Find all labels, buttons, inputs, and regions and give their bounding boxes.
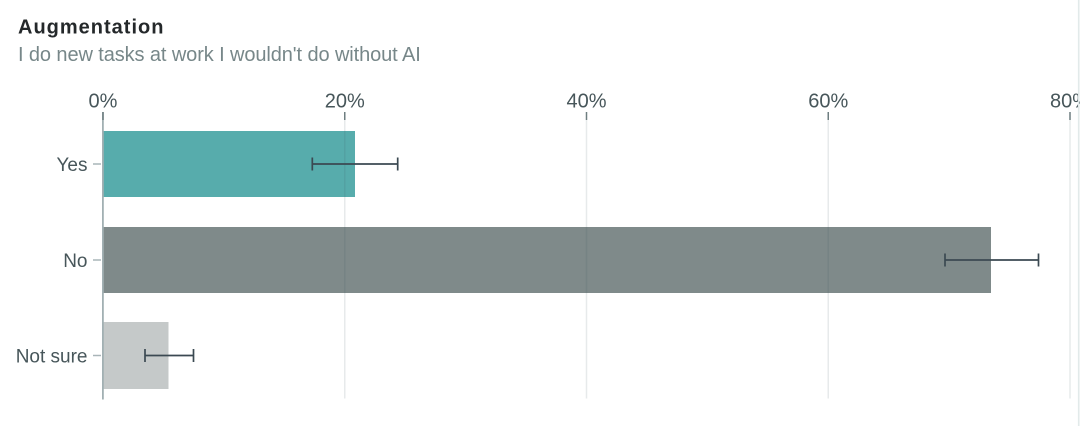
svg-text:60%: 60% bbox=[808, 91, 848, 113]
svg-text:Not sure: Not sure bbox=[16, 347, 88, 368]
svg-text:Augmentation: Augmentation bbox=[18, 17, 164, 39]
svg-text:40%: 40% bbox=[566, 91, 606, 113]
svg-text:I do new tasks at work I would: I do new tasks at work I wouldn't do wit… bbox=[18, 44, 421, 66]
svg-text:0%: 0% bbox=[89, 91, 118, 113]
svg-text:20%: 20% bbox=[325, 91, 365, 113]
svg-text:80%: 80% bbox=[1050, 91, 1080, 113]
svg-text:No: No bbox=[63, 251, 87, 272]
svg-text:Yes: Yes bbox=[57, 155, 88, 176]
